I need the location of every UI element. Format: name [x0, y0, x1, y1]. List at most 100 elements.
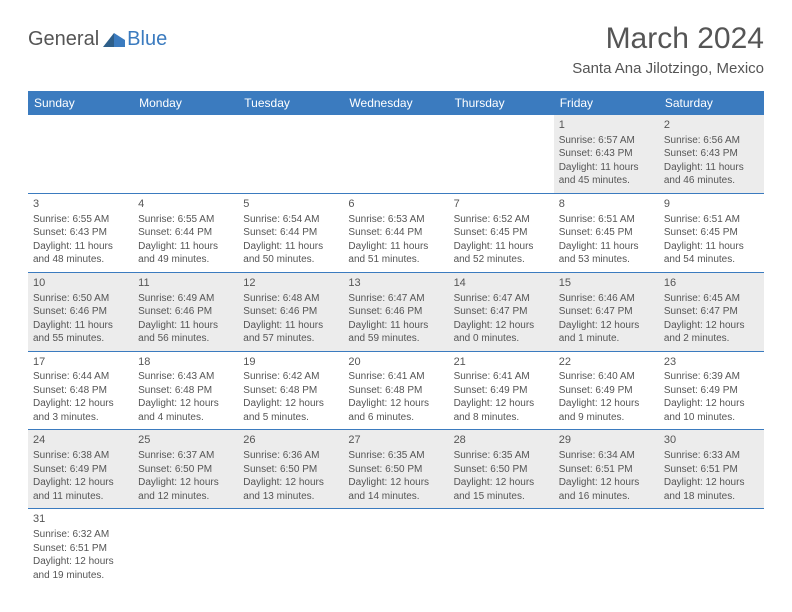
calendar-cell: 18Sunrise: 6:43 AMSunset: 6:48 PMDayligh…	[133, 351, 238, 430]
day-number: 17	[33, 355, 128, 370]
sunrise-text: Sunrise: 6:43 AM	[138, 370, 233, 384]
day-number: 1	[559, 118, 654, 133]
sunset-text: Sunset: 6:49 PM	[664, 384, 759, 398]
sunrise-text: Sunrise: 6:40 AM	[559, 370, 654, 384]
calendar-cell	[238, 115, 343, 193]
sunrise-text: Sunrise: 6:47 AM	[454, 292, 549, 306]
daylight-text: Daylight: 11 hours and 50 minutes.	[243, 240, 338, 267]
logo-text-general: General	[28, 28, 99, 51]
calendar-cell: 30Sunrise: 6:33 AMSunset: 6:51 PMDayligh…	[659, 430, 764, 509]
sunrise-text: Sunrise: 6:44 AM	[33, 370, 128, 384]
calendar-cell: 23Sunrise: 6:39 AMSunset: 6:49 PMDayligh…	[659, 351, 764, 430]
calendar-cell: 21Sunrise: 6:41 AMSunset: 6:49 PMDayligh…	[449, 351, 554, 430]
sunset-text: Sunset: 6:46 PM	[33, 305, 128, 319]
calendar-cell: 27Sunrise: 6:35 AMSunset: 6:50 PMDayligh…	[343, 430, 448, 509]
sunset-text: Sunset: 6:48 PM	[138, 384, 233, 398]
day-number: 3	[33, 197, 128, 212]
day-number: 13	[348, 276, 443, 291]
calendar-cell: 29Sunrise: 6:34 AMSunset: 6:51 PMDayligh…	[554, 430, 659, 509]
day-number: 6	[348, 197, 443, 212]
sunset-text: Sunset: 6:50 PM	[454, 463, 549, 477]
calendar-cell: 11Sunrise: 6:49 AMSunset: 6:46 PMDayligh…	[133, 272, 238, 351]
sunset-text: Sunset: 6:49 PM	[454, 384, 549, 398]
day-number: 22	[559, 355, 654, 370]
day-header: Wednesday	[343, 91, 448, 115]
day-number: 27	[348, 433, 443, 448]
daylight-text: Daylight: 12 hours and 2 minutes.	[664, 319, 759, 346]
calendar-cell	[133, 509, 238, 587]
day-number: 11	[138, 276, 233, 291]
sunrise-text: Sunrise: 6:53 AM	[348, 213, 443, 227]
daylight-text: Daylight: 11 hours and 54 minutes.	[664, 240, 759, 267]
calendar-cell	[28, 115, 133, 193]
sunset-text: Sunset: 6:49 PM	[559, 384, 654, 398]
sunrise-text: Sunrise: 6:52 AM	[454, 213, 549, 227]
calendar-cell: 16Sunrise: 6:45 AMSunset: 6:47 PMDayligh…	[659, 272, 764, 351]
calendar-cell: 17Sunrise: 6:44 AMSunset: 6:48 PMDayligh…	[28, 351, 133, 430]
sunrise-text: Sunrise: 6:55 AM	[33, 213, 128, 227]
month-title: March 2024	[572, 22, 764, 56]
sunrise-text: Sunrise: 6:33 AM	[664, 449, 759, 463]
daylight-text: Daylight: 11 hours and 52 minutes.	[454, 240, 549, 267]
day-number: 9	[664, 197, 759, 212]
logo: General Blue	[28, 22, 167, 51]
daylight-text: Daylight: 11 hours and 53 minutes.	[559, 240, 654, 267]
day-number: 18	[138, 355, 233, 370]
calendar-cell: 12Sunrise: 6:48 AMSunset: 6:46 PMDayligh…	[238, 272, 343, 351]
day-number: 25	[138, 433, 233, 448]
daylight-text: Daylight: 12 hours and 3 minutes.	[33, 397, 128, 424]
calendar-cell: 28Sunrise: 6:35 AMSunset: 6:50 PMDayligh…	[449, 430, 554, 509]
calendar-cell: 9Sunrise: 6:51 AMSunset: 6:45 PMDaylight…	[659, 193, 764, 272]
calendar-cell	[343, 509, 448, 587]
day-number: 30	[664, 433, 759, 448]
day-number: 8	[559, 197, 654, 212]
sunset-text: Sunset: 6:46 PM	[138, 305, 233, 319]
day-number: 14	[454, 276, 549, 291]
daylight-text: Daylight: 12 hours and 12 minutes.	[138, 476, 233, 503]
daylight-text: Daylight: 12 hours and 8 minutes.	[454, 397, 549, 424]
day-number: 19	[243, 355, 338, 370]
calendar-cell: 25Sunrise: 6:37 AMSunset: 6:50 PMDayligh…	[133, 430, 238, 509]
sunrise-text: Sunrise: 6:42 AM	[243, 370, 338, 384]
calendar-cell	[659, 509, 764, 587]
sunrise-text: Sunrise: 6:41 AM	[454, 370, 549, 384]
day-number: 29	[559, 433, 654, 448]
sunrise-text: Sunrise: 6:39 AM	[664, 370, 759, 384]
calendar-cell	[449, 115, 554, 193]
calendar-cell: 2Sunrise: 6:56 AMSunset: 6:43 PMDaylight…	[659, 115, 764, 193]
sunrise-text: Sunrise: 6:46 AM	[559, 292, 654, 306]
calendar-cell: 13Sunrise: 6:47 AMSunset: 6:46 PMDayligh…	[343, 272, 448, 351]
sunset-text: Sunset: 6:45 PM	[559, 226, 654, 240]
sunset-text: Sunset: 6:44 PM	[348, 226, 443, 240]
day-header: Monday	[133, 91, 238, 115]
calendar-cell	[554, 509, 659, 587]
sunrise-text: Sunrise: 6:45 AM	[664, 292, 759, 306]
sunset-text: Sunset: 6:46 PM	[348, 305, 443, 319]
day-header: Thursday	[449, 91, 554, 115]
daylight-text: Daylight: 12 hours and 18 minutes.	[664, 476, 759, 503]
daylight-text: Daylight: 12 hours and 5 minutes.	[243, 397, 338, 424]
sunset-text: Sunset: 6:43 PM	[664, 147, 759, 161]
day-number: 2	[664, 118, 759, 133]
day-header: Tuesday	[238, 91, 343, 115]
calendar-cell: 26Sunrise: 6:36 AMSunset: 6:50 PMDayligh…	[238, 430, 343, 509]
daylight-text: Daylight: 12 hours and 14 minutes.	[348, 476, 443, 503]
daylight-text: Daylight: 11 hours and 45 minutes.	[559, 161, 654, 188]
daylight-text: Daylight: 11 hours and 48 minutes.	[33, 240, 128, 267]
title-block: March 2024 Santa Ana Jilotzingo, Mexico	[572, 22, 764, 77]
calendar-cell: 31Sunrise: 6:32 AMSunset: 6:51 PMDayligh…	[28, 509, 133, 587]
sunrise-text: Sunrise: 6:51 AM	[559, 213, 654, 227]
calendar-cell: 14Sunrise: 6:47 AMSunset: 6:47 PMDayligh…	[449, 272, 554, 351]
calendar-cell	[133, 115, 238, 193]
sunrise-text: Sunrise: 6:54 AM	[243, 213, 338, 227]
logo-mark-icon	[103, 31, 125, 47]
calendar-header-row: SundayMondayTuesdayWednesdayThursdayFrid…	[28, 91, 764, 115]
day-number: 31	[33, 512, 128, 527]
daylight-text: Daylight: 12 hours and 4 minutes.	[138, 397, 233, 424]
daylight-text: Daylight: 12 hours and 9 minutes.	[559, 397, 654, 424]
sunset-text: Sunset: 6:43 PM	[559, 147, 654, 161]
sunset-text: Sunset: 6:44 PM	[243, 226, 338, 240]
sunset-text: Sunset: 6:48 PM	[243, 384, 338, 398]
sunrise-text: Sunrise: 6:34 AM	[559, 449, 654, 463]
sunrise-text: Sunrise: 6:35 AM	[454, 449, 549, 463]
